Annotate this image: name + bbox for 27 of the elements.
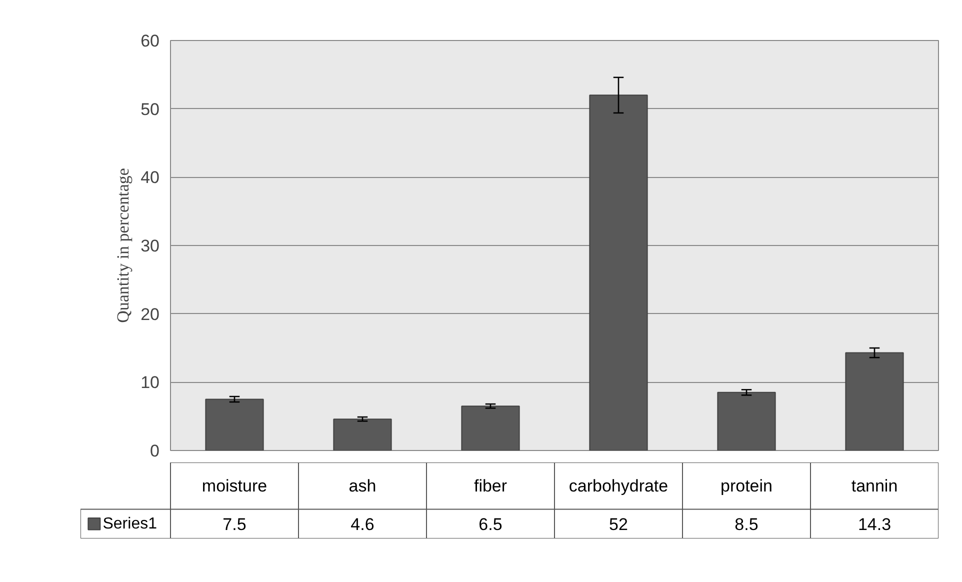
y-tick-label: 60 bbox=[140, 32, 160, 50]
bar bbox=[333, 418, 392, 450]
x-tick-label: ash bbox=[348, 476, 376, 496]
bar bbox=[845, 352, 904, 450]
bar bbox=[589, 94, 648, 450]
y-tick-label: 20 bbox=[140, 304, 160, 324]
x-tick-label: tannin bbox=[851, 476, 898, 496]
x-tick-label: fiber bbox=[474, 476, 508, 496]
data-label: 8.5 bbox=[734, 514, 758, 534]
data-label: 52 bbox=[609, 514, 628, 534]
bar bbox=[717, 392, 776, 450]
bar bbox=[461, 406, 520, 450]
x-tick-label: protein bbox=[720, 476, 772, 496]
legend-label: Series1 bbox=[102, 515, 158, 532]
y-tick-label: 10 bbox=[140, 373, 160, 392]
x-tick-label: carbohydrate bbox=[568, 476, 668, 496]
y-tick-label: 50 bbox=[140, 100, 160, 119]
y-tick-label: 0 bbox=[150, 442, 160, 460]
y-tick-label: 40 bbox=[140, 168, 160, 188]
bar bbox=[205, 398, 264, 450]
data-label: 6.5 bbox=[478, 514, 502, 534]
y-tick-label: 30 bbox=[140, 236, 160, 256]
data-label: 4.6 bbox=[350, 514, 374, 534]
x-tick-label: moisture bbox=[202, 476, 268, 496]
y-axis-title: Quantity in percentage bbox=[114, 168, 133, 323]
data-label: 14.3 bbox=[858, 514, 892, 534]
data-label: 7.5 bbox=[222, 514, 246, 534]
